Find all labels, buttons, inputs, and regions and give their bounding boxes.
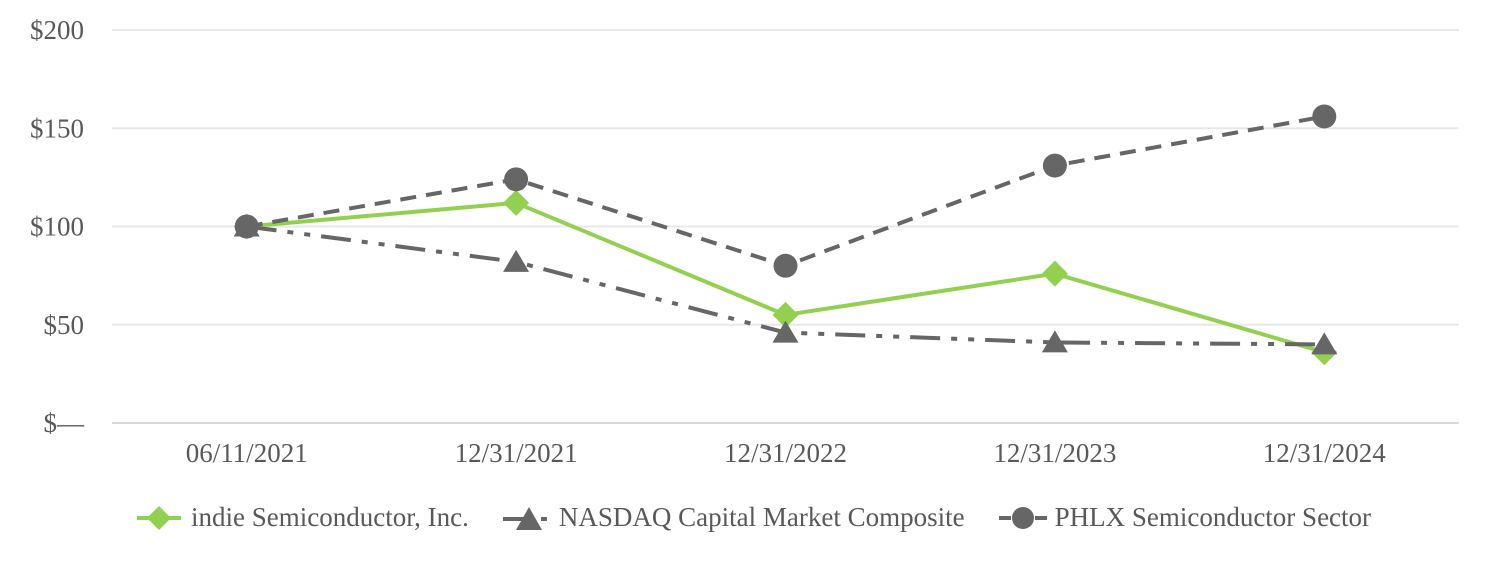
x-axis-tick-label: 06/11/2021 [186,438,308,468]
x-axis-tick-label: 12/31/2022 [724,438,847,468]
series-line [246,114,1325,268]
stock-performance-chart: $— $50 $100 $150 $200 06/11/2021 12/31/2021 12/… [30,15,1488,533]
diamond-data-point-marker [503,189,530,216]
legend-item-nasdaq-composite: NASDAQ Capital Market Composite [502,502,965,533]
triangle-data-point-marker [503,249,530,272]
diamond-line-marker-icon [135,503,183,533]
x-axis-tick-label: 12/31/2021 [455,438,578,468]
legend-item-phlx-semiconductor: PHLX Semiconductor Sector [998,502,1372,533]
y-axis-tick-label: $50 [44,310,85,340]
plot-area: $— $50 $100 $150 $200 06/11/2021 12/31/2021 12/… [30,15,1459,468]
diamond-data-point-marker [772,301,799,328]
y-axis-tick-label: $— [44,408,86,438]
legend-item-indie-semiconductor: indie Semiconductor, Inc. [135,502,469,533]
circle-data-point-marker [1312,104,1337,129]
circle-data-point-marker [773,253,798,278]
triangle-data-point-marker [1311,332,1338,355]
y-axis-tick-label: $100 [30,212,84,242]
legend-label: PHLX Semiconductor Sector [1054,502,1372,532]
chart-legend: indie Semiconductor, Inc. NASDAQ Capital… [135,502,1488,533]
legend-label: indie Semiconductor, Inc. [191,502,469,532]
circle-line-marker-icon [998,503,1047,533]
circle-data-point-marker [234,214,259,239]
x-axis-tick-label: 12/31/2024 [1263,438,1387,468]
y-axis-tick-label: $200 [30,15,84,45]
y-axis-tick-label: $150 [30,113,84,143]
x-axis-tick-label: 12/31/2023 [993,438,1116,468]
triangle-data-point-marker [772,320,799,343]
circle-data-point-marker [504,167,529,192]
legend-label: NASDAQ Capital Market Composite [558,502,965,532]
circle-data-point-marker [1042,153,1067,178]
diamond-data-point-marker [1041,260,1068,287]
triangle-data-point-marker [1041,330,1068,353]
triangle-line-marker-icon [502,503,551,533]
